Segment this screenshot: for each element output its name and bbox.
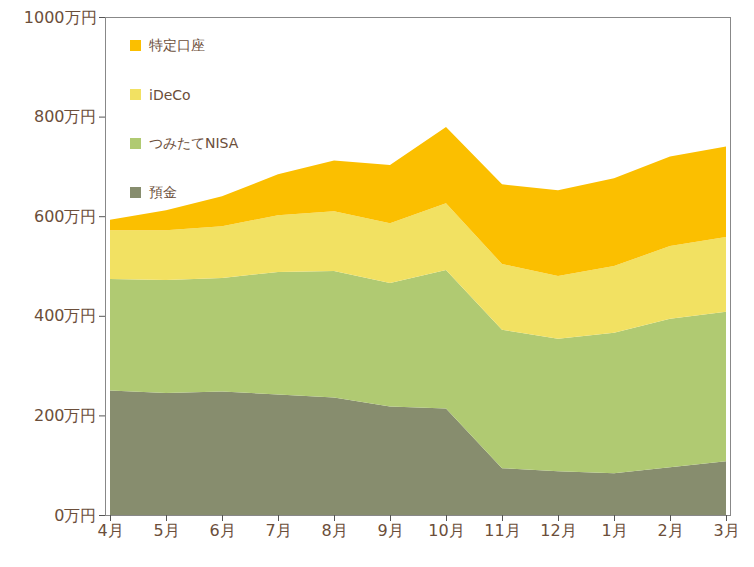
- svg-text:800万円: 800万円: [34, 107, 97, 126]
- svg-text:9月: 9月: [377, 521, 403, 540]
- svg-text:0万円: 0万円: [54, 506, 96, 525]
- svg-text:11月: 11月: [484, 521, 520, 540]
- html-text:iDeCo: iDeCo: [149, 86, 191, 103]
- svg-text:4月: 4月: [97, 521, 123, 540]
- svg-text:12月: 12月: [540, 521, 576, 540]
- svg-text:6月: 6月: [209, 521, 235, 540]
- html-text:特定口座: 特定口座: [149, 36, 205, 53]
- svg-text:1000万円: 1000万円: [24, 8, 97, 27]
- html-text:預金: 預金: [149, 183, 177, 200]
- svg-text:10月: 10月: [428, 521, 464, 540]
- svg-text:1月: 1月: [601, 521, 627, 540]
- svg-text:3月: 3月: [713, 521, 739, 540]
- svg-text:600万円: 600万円: [34, 207, 97, 226]
- svg-text:2月: 2月: [657, 521, 683, 540]
- svg-text:5月: 5月: [153, 521, 179, 540]
- svg-text:400万円: 400万円: [34, 306, 97, 325]
- svg-text:7月: 7月: [265, 521, 291, 540]
- svg-text:8月: 8月: [321, 521, 347, 540]
- svg-text:200万円: 200万円: [34, 406, 97, 425]
- html-text:つみたてNISA: つみたてNISA: [149, 134, 239, 151]
